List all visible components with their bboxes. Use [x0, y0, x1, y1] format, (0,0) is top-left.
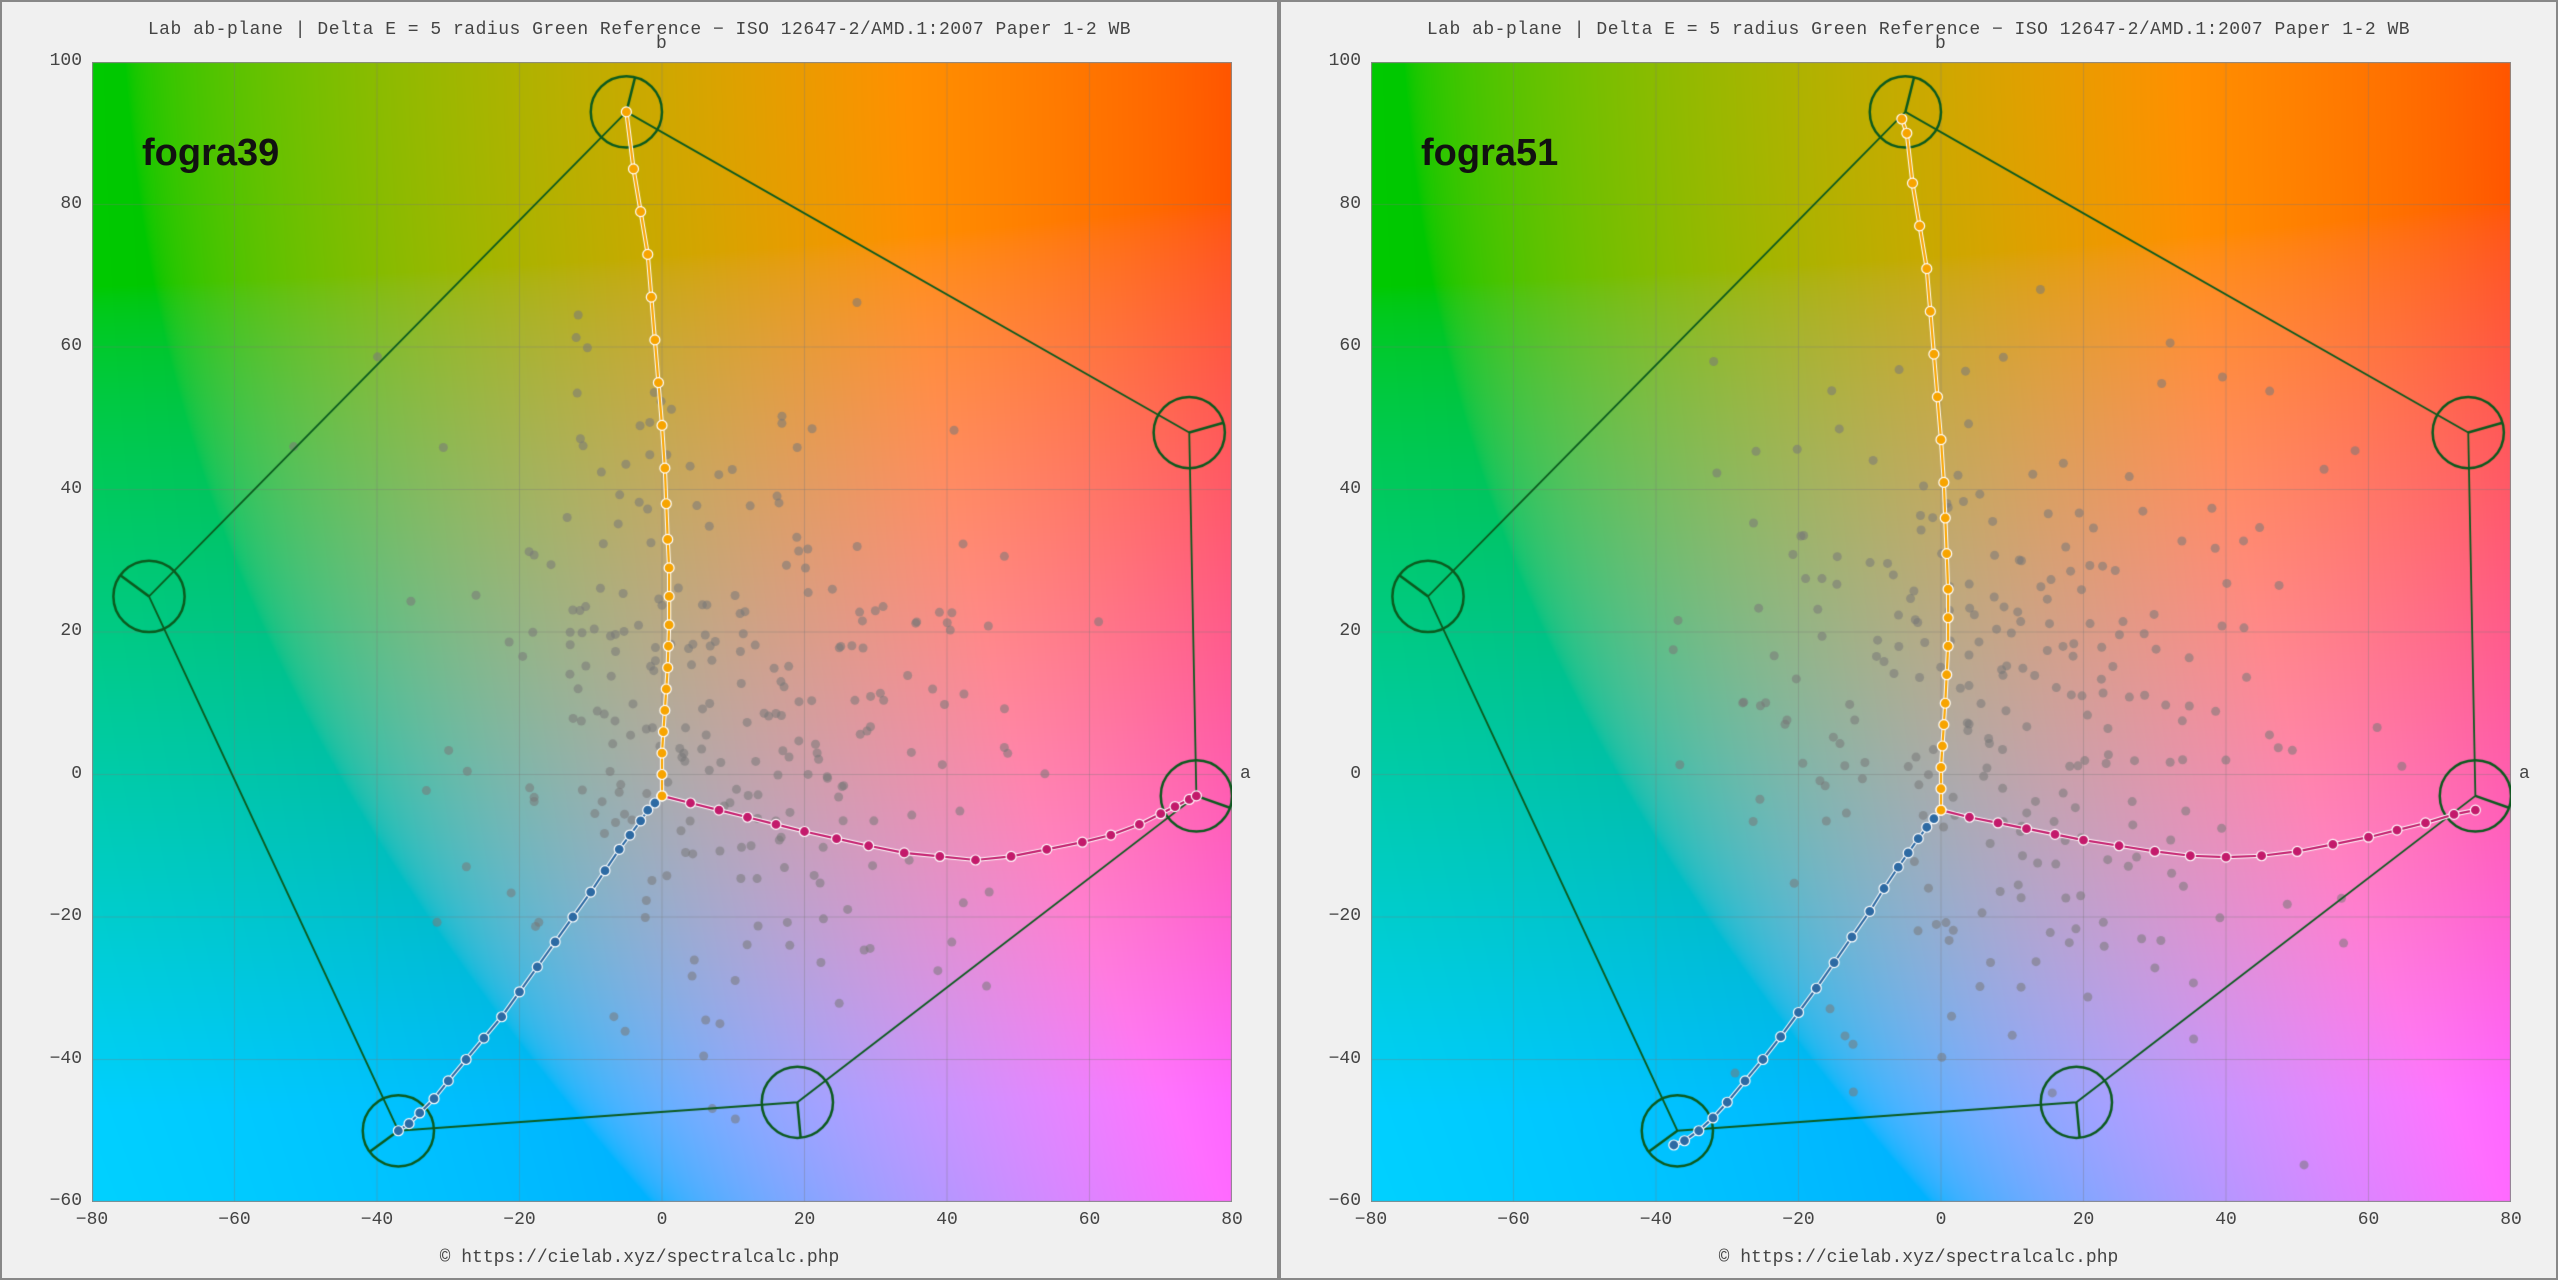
panel-left: Lab ab-plane | Delta E = 5 radius Green … [0, 0, 1279, 1280]
y-tick-label: 20 [32, 621, 82, 641]
x-tick-label: −40 [1631, 1210, 1681, 1230]
y-tick-label: 60 [1311, 336, 1361, 356]
y-tick-label: 80 [32, 194, 82, 214]
profile-overlay-label: fogra51 [1421, 132, 1558, 175]
x-tick-label: −80 [67, 1210, 117, 1230]
x-tick-label: 60 [2344, 1210, 2394, 1230]
axis-b-label: b [656, 34, 667, 54]
x-tick-label: −60 [210, 1210, 260, 1230]
y-tick-label: 0 [32, 764, 82, 784]
x-tick-label: −40 [352, 1210, 402, 1230]
y-tick-label: −60 [32, 1191, 82, 1211]
y-tick-label: 40 [32, 479, 82, 499]
y-tick-label: 60 [32, 336, 82, 356]
axis-b-label: b [1935, 34, 1946, 54]
plot-overlay [92, 62, 1232, 1202]
x-tick-label: 20 [780, 1210, 830, 1230]
x-tick-label: 80 [2486, 1210, 2536, 1230]
y-tick-label: 100 [32, 51, 82, 71]
chart-title: Lab ab-plane | Delta E = 5 radius Green … [2, 20, 1277, 40]
y-tick-label: −40 [1311, 1049, 1361, 1069]
lab-ab-plot [92, 62, 1232, 1202]
x-tick-label: −20 [495, 1210, 545, 1230]
x-tick-label: 80 [1207, 1210, 1257, 1230]
x-tick-label: 20 [2059, 1210, 2109, 1230]
x-tick-label: 40 [922, 1210, 972, 1230]
x-tick-label: 60 [1065, 1210, 1115, 1230]
y-tick-label: 0 [1311, 764, 1361, 784]
y-tick-label: 100 [1311, 51, 1361, 71]
y-tick-label: 80 [1311, 194, 1361, 214]
x-tick-label: −80 [1346, 1210, 1396, 1230]
axis-a-label: a [1240, 764, 1251, 784]
chart-credit: © https://cielab.xyz/spectralcalc.php [2, 1248, 1277, 1268]
axis-a-label: a [2519, 764, 2530, 784]
x-tick-label: 0 [1916, 1210, 1966, 1230]
y-tick-label: −20 [32, 906, 82, 926]
x-tick-label: 0 [637, 1210, 687, 1230]
profile-overlay-label: fogra39 [142, 132, 279, 175]
plot-overlay [1371, 62, 2511, 1202]
panel-right: Lab ab-plane | Delta E = 5 radius Green … [1279, 0, 2558, 1280]
x-tick-label: −60 [1489, 1210, 1539, 1230]
y-tick-label: −60 [1311, 1191, 1361, 1211]
lab-ab-plot [1371, 62, 2511, 1202]
chart-credit: © https://cielab.xyz/spectralcalc.php [1281, 1248, 2556, 1268]
y-tick-label: −20 [1311, 906, 1361, 926]
x-tick-label: −20 [1774, 1210, 1824, 1230]
chart-title: Lab ab-plane | Delta E = 5 radius Green … [1281, 20, 2556, 40]
chart-pair-container: Lab ab-plane | Delta E = 5 radius Green … [0, 0, 2558, 1280]
y-tick-label: 40 [1311, 479, 1361, 499]
x-tick-label: 40 [2201, 1210, 2251, 1230]
y-tick-label: −40 [32, 1049, 82, 1069]
y-tick-label: 20 [1311, 621, 1361, 641]
